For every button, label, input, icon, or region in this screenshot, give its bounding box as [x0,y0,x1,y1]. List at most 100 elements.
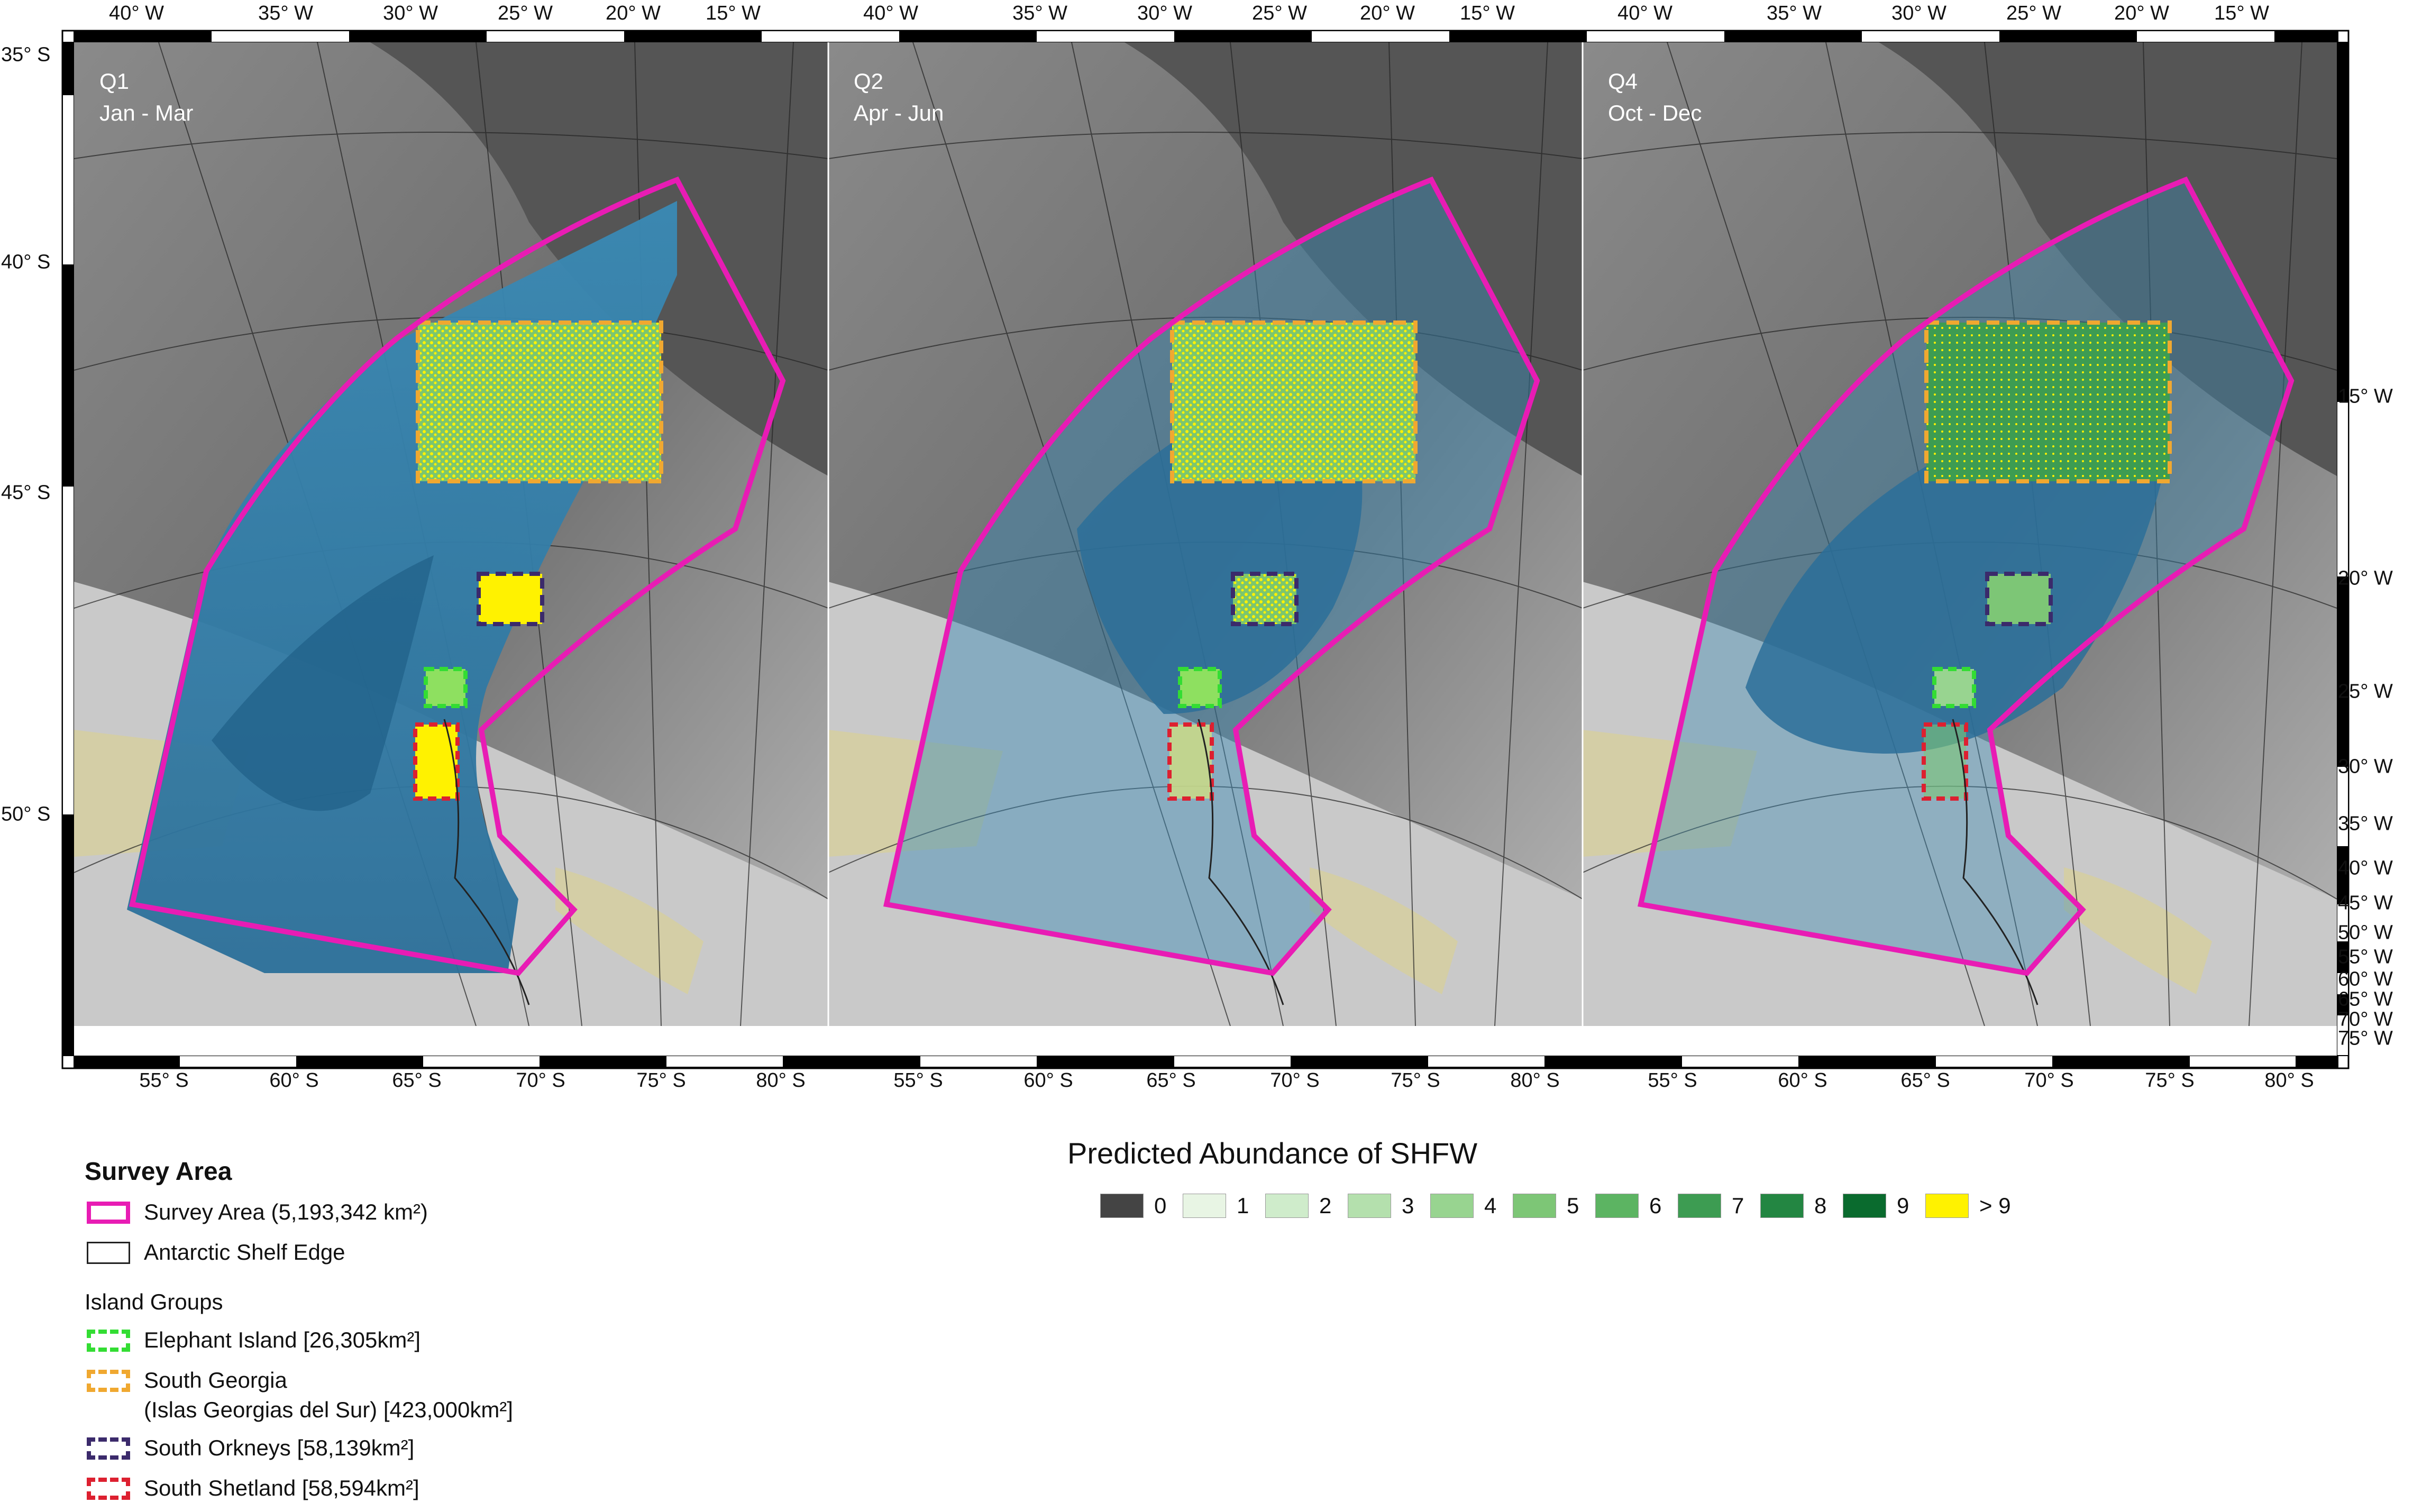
right-tick-45w: 45° W [2338,892,2393,914]
abundance-legend-title: Predicted Abundance of SHFW [1067,1137,1478,1170]
top-tick-30w-p3: 30° W [1891,2,1946,24]
right-tick-70w: 70° W [2338,1008,2393,1031]
bottom-tick-60s-p3: 60° S [1778,1069,1827,1092]
bottom-tick-65s-p1: 65° S [392,1069,442,1092]
survey-area-label: Survey Area (5,193,342 km²) [144,1199,428,1224]
top-tick-20w-p2: 20° W [1360,2,1415,24]
island-groups-title: Island Groups [85,1289,223,1314]
right-frame-bar [2336,42,2349,1056]
panel-label-q4-line2: Oct - Dec [1608,100,1702,125]
panel-label-q4: Q4 Oct - Dec [1608,66,1702,129]
top-tick-20w-p1: 20° W [606,2,661,24]
map-panel-q1 [74,42,828,1026]
abundance-swatch-7 [1678,1194,1721,1218]
top-tick-40w-p3: 40° W [1617,2,1672,24]
abundance-class-7: 7 [1678,1193,1744,1218]
abundance-class-0: 0 [1100,1193,1166,1218]
top-tick-35w-p3: 35° W [1767,2,1822,24]
bottom-tick-60s-p2: 60° S [1023,1069,1073,1092]
right-tick-15w: 15° W [2338,385,2393,408]
panel-label-q1: Q1 Jan - Mar [99,66,193,129]
right-tick-30w: 30° W [2338,755,2393,778]
top-tick-25w-p2: 25° W [1252,2,1307,24]
elephant-island-label: Elephant Island [26,305km²] [144,1327,421,1352]
bottom-tick-80s-p3: 80° S [2264,1069,2314,1092]
abundance-swatch-4 [1430,1194,1474,1218]
abundance-label-6: 6 [1649,1193,1662,1218]
panel-label-q4-line1: Q4 [1608,69,1638,94]
abundance-swatch-8 [1760,1194,1804,1218]
south-georgia-label-line2: (Islas Georgias del Sur) [423,000km²] [144,1397,513,1422]
right-tick-25w: 25° W [2338,680,2393,703]
left-frame-bar [62,42,75,1056]
elephant-island-swatch [87,1330,130,1352]
south-georgia-label: South Georgia [144,1368,287,1392]
map-frame [61,30,2350,1069]
abundance-label-2: 2 [1319,1193,1332,1218]
panel-label-q1-line2: Jan - Mar [99,100,194,125]
abundance-label-1: 1 [1237,1193,1249,1218]
top-tick-40w-p1: 40° W [109,2,164,24]
map-panel-q2 [828,42,1583,1026]
bottom-tick-55s-p2: 55° S [893,1069,943,1092]
shelf-edge-label: Antarctic Shelf Edge [144,1240,345,1264]
top-tick-35w-p2: 35° W [1012,2,1067,24]
abundance-label-0: 0 [1154,1193,1167,1218]
panel-label-q2-line2: Apr - Jun [854,100,944,125]
top-tick-30w-p2: 30° W [1137,2,1192,24]
abundance-swatch-3 [1348,1194,1391,1218]
bottom-tick-80s-p1: 80° S [756,1069,806,1092]
shelf-edge-swatch [87,1242,130,1264]
abundance-label-7: 7 [1732,1193,1744,1218]
abundance-class-6: 6 [1595,1193,1661,1218]
right-tick-40w: 40° W [2338,857,2393,879]
abundance-class-5: 5 [1513,1193,1579,1218]
abundance-swatch-gt9 [1925,1194,1969,1218]
abundance-label-5: 5 [1567,1193,1579,1218]
abundance-swatch-2 [1265,1194,1309,1218]
right-tick-60w: 60° W [2338,968,2393,991]
panel-label-q2: Q2 Apr - Jun [854,66,944,129]
south-orkneys-swatch [87,1437,130,1460]
survey-area-swatch [87,1202,130,1224]
right-tick-50w: 50° W [2338,921,2393,944]
top-tick-20w-p3: 20° W [2114,2,2169,24]
top-tick-25w-p1: 25° W [498,2,553,24]
top-frame-bar [74,30,2338,43]
left-tick-45s: 45° S [1,481,51,504]
bottom-tick-55s-p1: 55° S [139,1069,189,1092]
right-tick-35w: 35° W [2338,812,2393,835]
bottom-frame-bar [74,1055,2338,1068]
south-shetland-swatch [87,1478,130,1500]
abundance-class-3: 3 [1348,1193,1414,1218]
abundance-class-2: 2 [1265,1193,1331,1218]
abundance-label-9: 9 [1897,1193,1909,1218]
bottom-tick-70s-p2: 70° S [1270,1069,1320,1092]
top-tick-15w-p1: 15° W [706,2,761,24]
abundance-label-gt9: > 9 [1979,1193,2011,1218]
top-tick-35w-p1: 35° W [258,2,313,24]
left-tick-35s: 35° S [1,43,51,66]
top-tick-40w-p2: 40° W [863,2,918,24]
abundance-class-4: 4 [1430,1193,1496,1218]
abundance-swatch-1 [1183,1194,1226,1218]
abundance-label-4: 4 [1484,1193,1497,1218]
south-shetland-label: South Shetland [58,594km²] [144,1476,419,1500]
bottom-tick-75s-p3: 75° S [2145,1069,2195,1092]
survey-legend-title: Survey Area [85,1158,232,1186]
bottom-tick-75s-p1: 75° S [636,1069,686,1092]
bottom-tick-65s-p2: 65° S [1146,1069,1196,1092]
bottom-tick-60s-p1: 60° S [269,1069,319,1092]
map-graphic [61,30,2350,1069]
bottom-tick-80s-p2: 80° S [1510,1069,1560,1092]
right-tick-75w: 75° W [2338,1027,2393,1050]
abundance-class-8: 8 [1760,1193,1826,1218]
abundance-swatch-9 [1843,1194,1886,1218]
abundance-label-3: 3 [1402,1193,1414,1218]
abundance-label-8: 8 [1814,1193,1827,1218]
abundance-class-gt9: > 9 [1925,1193,2011,1218]
right-tick-65w: 65° W [2338,988,2393,1011]
top-tick-15w-p2: 15° W [1460,2,1515,24]
abundance-class-9: 9 [1843,1193,1909,1218]
right-tick-55w: 55° W [2338,946,2393,968]
